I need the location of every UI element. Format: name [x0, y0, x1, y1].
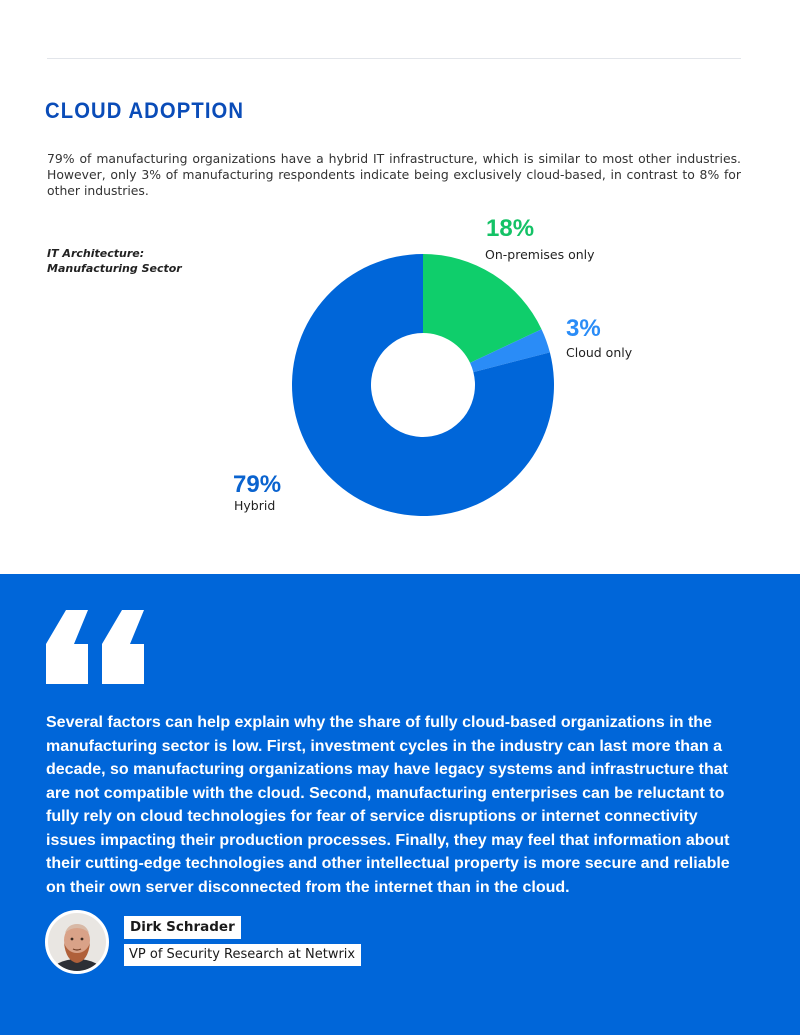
slice-value-cloud-only: 3% — [566, 315, 601, 342]
slice-cloud-only — [470, 329, 550, 373]
slice-value-on-premises: 18% — [486, 215, 535, 242]
slice-label-hybrid: Hybrid — [234, 498, 276, 513]
quote-text: Several factors can help explain why the… — [46, 714, 730, 896]
section-title: CLOUD ADOPTION — [45, 98, 245, 123]
quote-icon — [46, 610, 144, 684]
slice-value-hybrid: 79% — [233, 471, 282, 498]
slice-label-cloud-only: Cloud only — [566, 345, 633, 360]
donut-chart — [292, 254, 554, 516]
author-role: VP of Security Research at Netwrix — [124, 944, 362, 966]
top-divider — [47, 58, 741, 59]
intro-paragraph: 79% of manufacturing organizations have … — [47, 151, 741, 198]
slice-hybrid — [292, 254, 554, 516]
author-avatar — [45, 910, 109, 974]
slice-label-on-premises: On-premises only — [485, 247, 595, 262]
author-name: Dirk Schrader — [124, 916, 241, 939]
chart-caption: IT Architecture: Manufacturing Sector — [47, 246, 182, 276]
chart-subtitle: Manufacturing Sector — [47, 262, 182, 275]
slice-on-premises — [423, 254, 542, 363]
chart-title: IT Architecture: — [47, 247, 145, 260]
